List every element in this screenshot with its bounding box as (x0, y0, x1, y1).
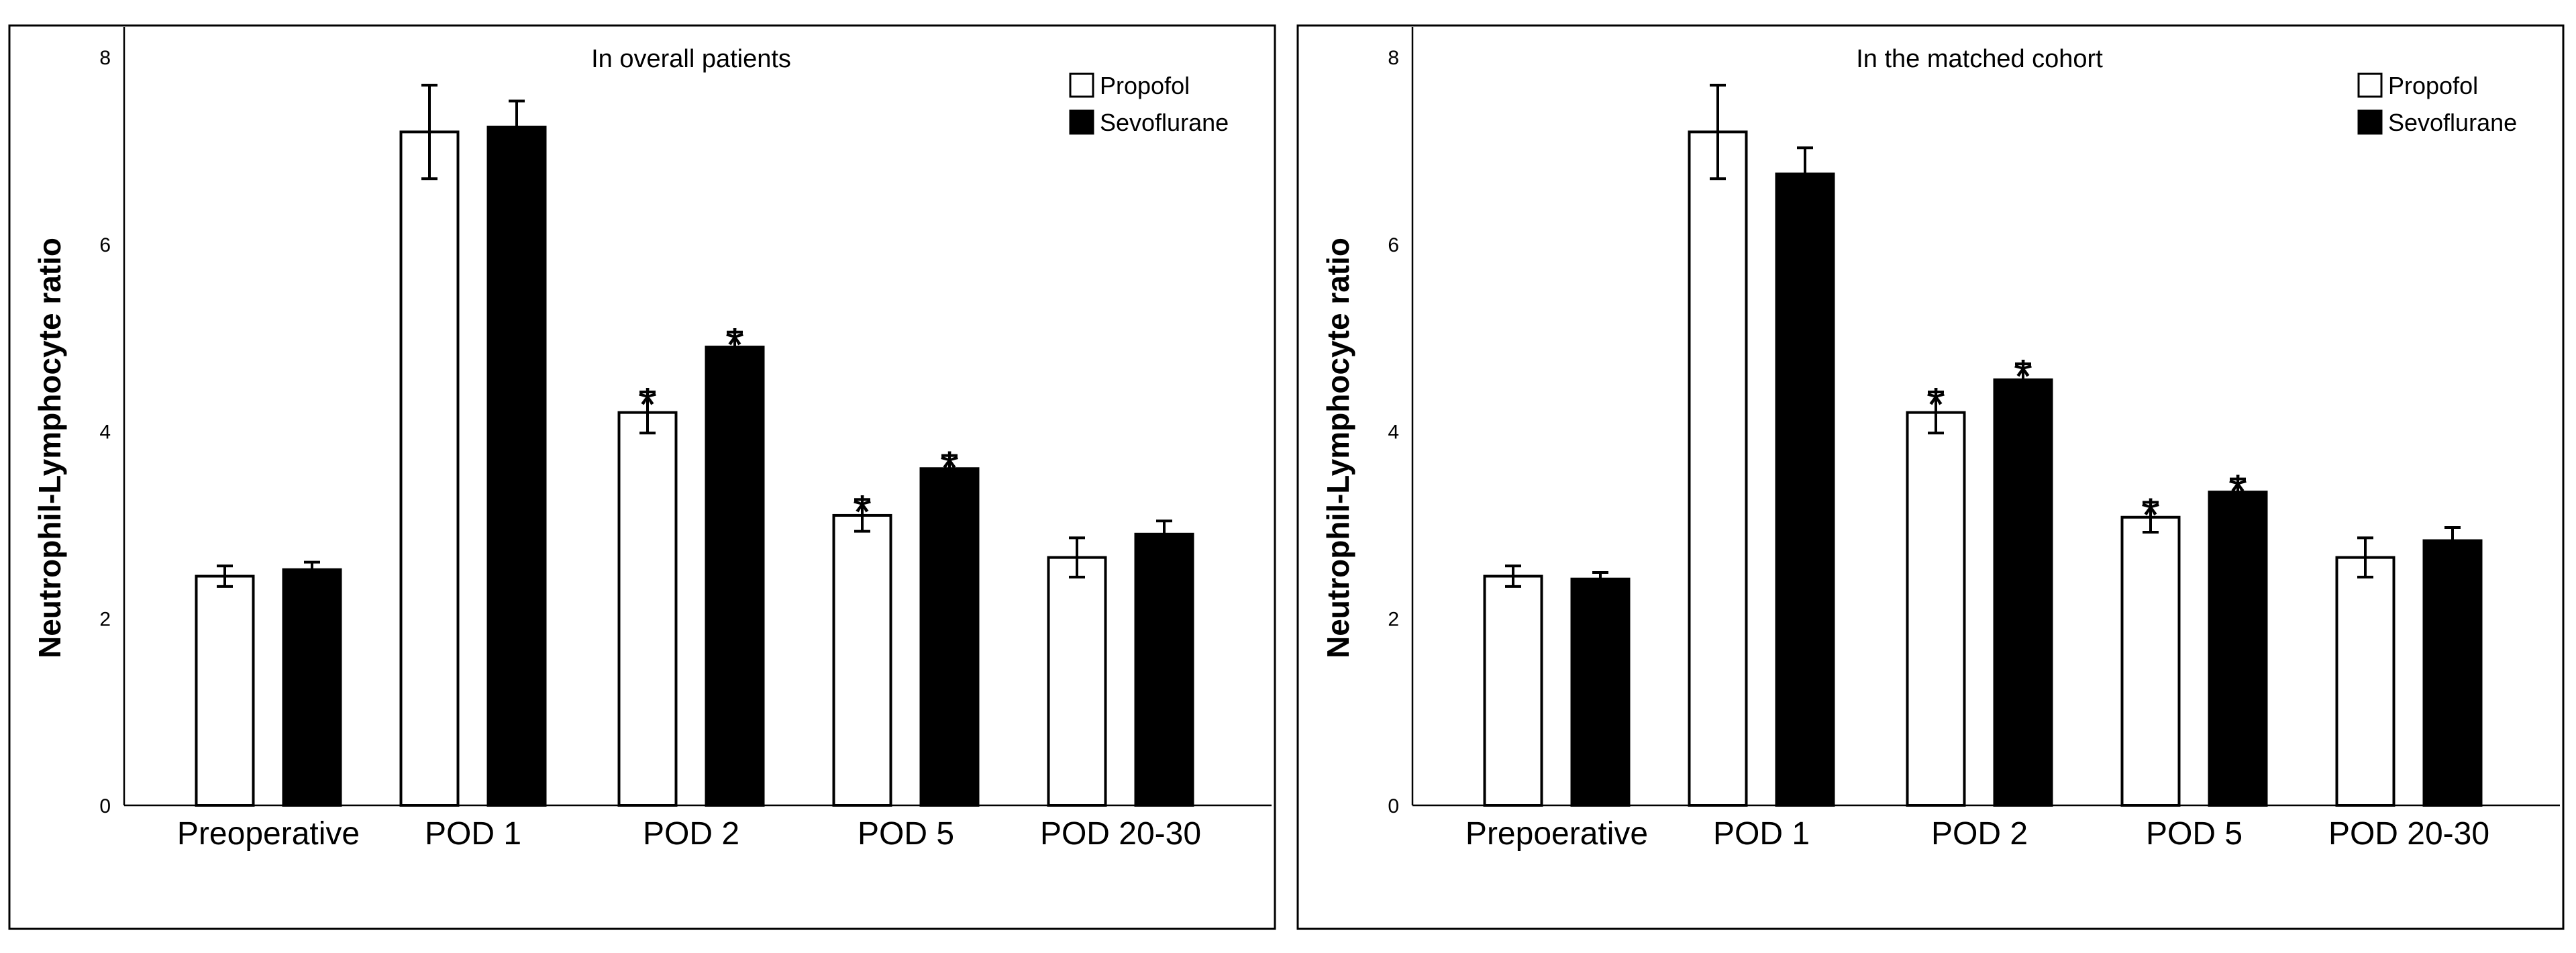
x-tick-label: POD 5 (858, 816, 954, 852)
chart-frame (1296, 24, 2565, 930)
legend-swatch-sevoflurane (2357, 109, 2383, 135)
significance-marker: * (2141, 489, 2160, 542)
bar-sevoflurane (1570, 577, 1631, 807)
bar-propofol (2120, 515, 2181, 807)
significance-marker: * (1926, 379, 1945, 432)
x-tick-label: POD 5 (2146, 816, 2243, 852)
y-tick-label: 8 (99, 47, 111, 69)
legend-label: Sevoflurane (2388, 109, 2517, 136)
bar-sevoflurane (919, 467, 980, 807)
y-axis-label: Neutrophil-Lymphocyte ratio (32, 238, 67, 658)
bar-sevoflurane (282, 568, 342, 807)
bar-sevoflurane (1134, 532, 1194, 807)
bar-sevoflurane (1993, 378, 2053, 807)
chart-frame (8, 24, 1276, 930)
chart-title: In the matched cohort (1856, 45, 2103, 73)
legend-swatch-sevoflurane (1069, 109, 1094, 135)
legend-swatch-propofol (2357, 72, 2383, 98)
bar-propofol (1047, 556, 1107, 807)
x-tick-label: POD 20-30 (1040, 816, 1201, 852)
y-tick-label: 8 (1388, 47, 1399, 69)
significance-marker: * (638, 379, 657, 432)
x-tick-label: Prepoerative (1465, 816, 1648, 852)
bar-propofol (1906, 411, 1966, 807)
y-tick-label: 0 (99, 795, 111, 817)
legend-label: Sevoflurane (1100, 109, 1229, 136)
bar-sevoflurane (486, 126, 547, 807)
bar-propofol (2335, 556, 2395, 807)
significance-marker: * (853, 486, 872, 540)
y-tick-label: 2 (99, 608, 111, 630)
y-axis-label: Neutrophil-Lymphocyte ratio (1321, 238, 1355, 658)
x-tick-label: POD 2 (1931, 816, 2028, 852)
x-tick-label: POD 1 (1713, 816, 1810, 852)
x-tick-label: POD 20-30 (2328, 816, 2489, 852)
bar-propofol (399, 130, 460, 807)
bar-sevoflurane (705, 346, 765, 807)
legend-label: Propofol (2388, 72, 2478, 99)
significance-marker: * (940, 442, 959, 496)
significance-marker: * (725, 319, 744, 372)
significance-marker: * (2228, 466, 2247, 519)
bar-sevoflurane (2208, 491, 2268, 807)
x-tick-label: POD 2 (643, 816, 739, 852)
y-tick-label: 0 (1388, 795, 1399, 817)
bar-propofol (1483, 574, 1543, 807)
y-tick-label: 2 (1388, 608, 1399, 630)
legend-swatch-propofol (1069, 72, 1094, 98)
chart-right: 0 2 4 6 8 Neutrophil-Lymphocyte ratio In the m… (1296, 24, 2565, 930)
y-tick-label: 4 (1388, 421, 1399, 444)
bar-sevoflurane (1775, 172, 1835, 807)
chart-left: 0 2 4 6 8 Neutrophil-Lymphocyte ratio In overa… (8, 24, 1276, 930)
y-tick-label: 6 (1388, 234, 1399, 256)
legend-label: Propofol (1100, 72, 1190, 99)
bar-propofol (195, 574, 255, 807)
bar-propofol (1688, 130, 1748, 807)
chart-title: In overall patients (591, 45, 791, 73)
bar-sevoflurane (2422, 539, 2483, 807)
y-tick-label: 6 (99, 234, 111, 256)
x-tick-label: Preoperative (177, 816, 360, 852)
bar-propofol (832, 513, 892, 807)
x-tick-label: POD 1 (425, 816, 521, 852)
y-tick-label: 4 (99, 421, 111, 444)
significance-marker: * (2014, 350, 2032, 404)
bar-propofol (617, 411, 678, 807)
